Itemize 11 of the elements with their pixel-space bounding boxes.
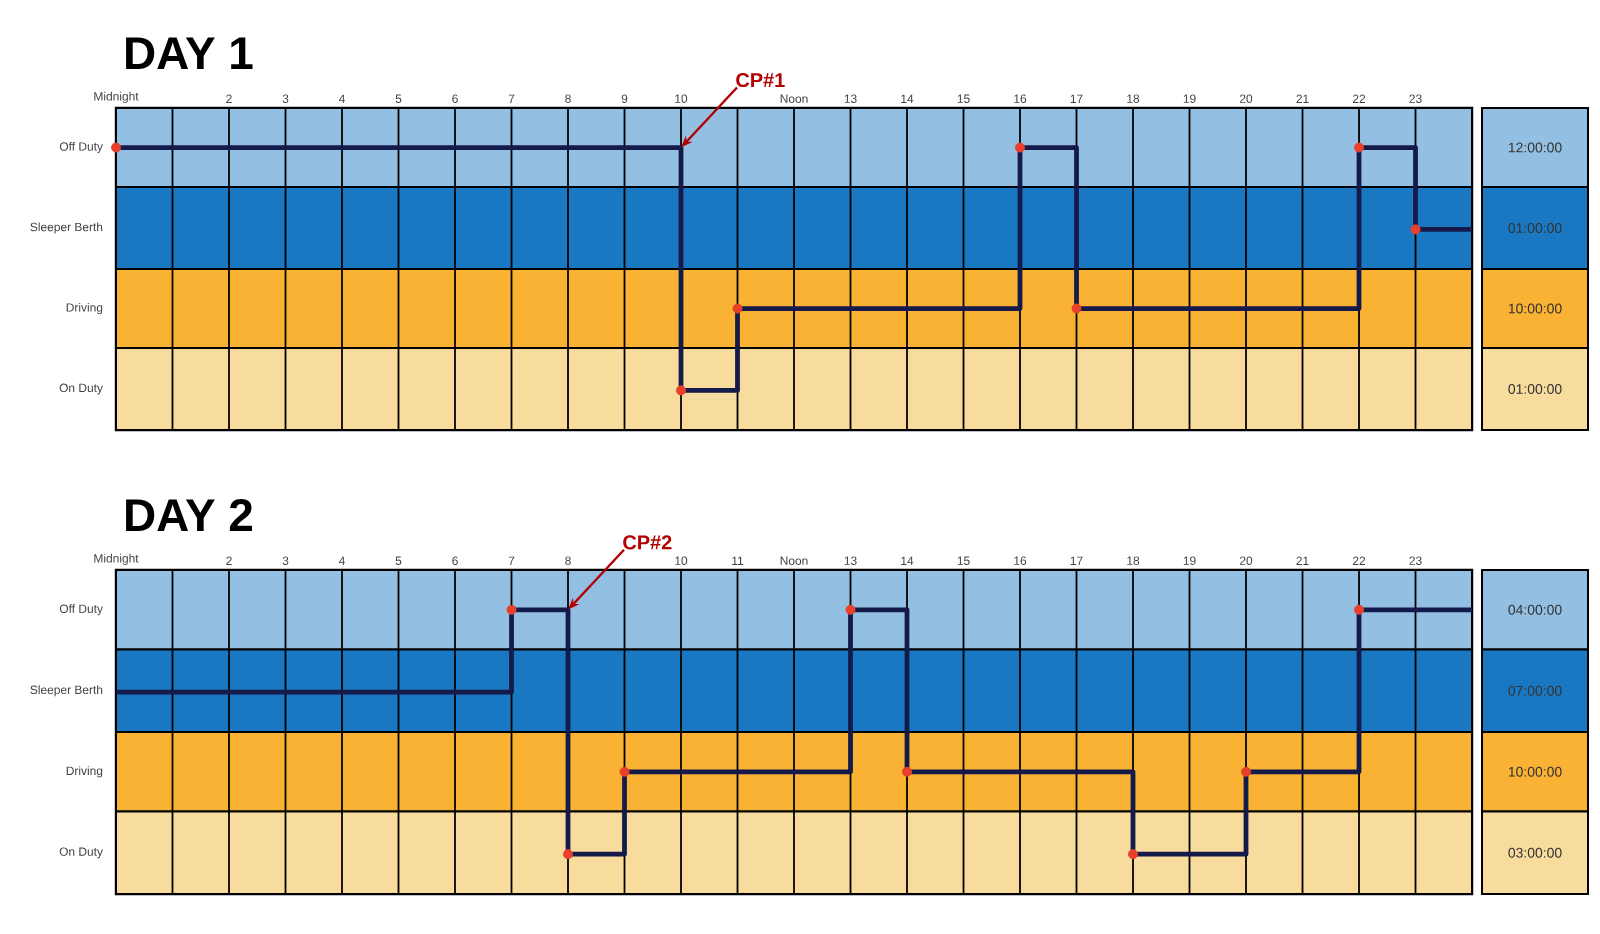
- point: [111, 142, 121, 153]
- point: [1354, 142, 1364, 153]
- chart-title: DAY 2: [126, 499, 252, 531]
- annotation: CP#2: [623, 535, 672, 550]
- point: [1015, 142, 1025, 153]
- point: [732, 303, 743, 314]
- point: [676, 385, 686, 396]
- point: [1071, 303, 1082, 314]
- chart-title: DAY 1: [126, 37, 253, 69]
- point: [1410, 224, 1421, 235]
- annotation: CP#1: [736, 73, 785, 88]
